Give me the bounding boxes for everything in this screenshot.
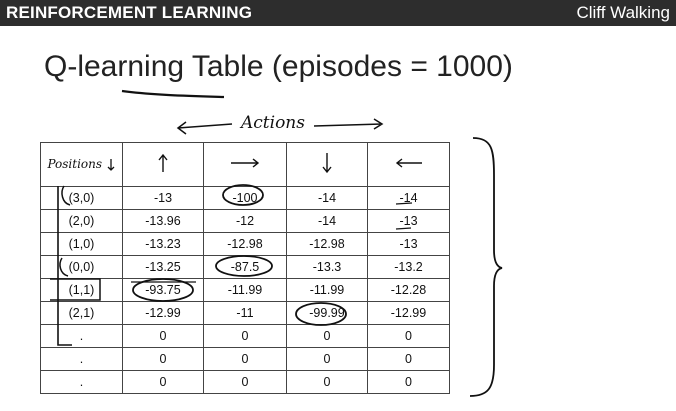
- action-header-down: [286, 142, 368, 187]
- top-bar: REINFORCEMENT LEARNING Cliff Walking: [0, 0, 676, 26]
- arrow-up-icon: [158, 153, 168, 172]
- position-cell: (0,0): [40, 255, 123, 279]
- table-row: . 0 0 0 0: [40, 370, 450, 394]
- q-value-cell: -87.5: [203, 255, 287, 279]
- q-value-cell: -13: [122, 186, 204, 210]
- q-value-cell: -14: [367, 186, 450, 210]
- actions-left-arrow: [176, 121, 233, 135]
- curly-brace: [469, 137, 503, 397]
- course-title: REINFORCEMENT LEARNING: [6, 3, 253, 22]
- action-header-right: [203, 142, 287, 187]
- table-row: (2,1) -12.99 -11 -99.99 -12.99: [40, 301, 450, 325]
- q-value-cell: -11.99: [203, 278, 287, 302]
- q-value-cell: 0: [122, 347, 204, 371]
- q-value-cell: -13.96: [122, 209, 204, 233]
- position-header-cell: Positions: [40, 142, 123, 187]
- q-value-cell: 0: [122, 370, 204, 394]
- q-value-cell: -11.99: [286, 278, 368, 302]
- q-value-cell: -13: [367, 209, 450, 233]
- q-value-cell: 0: [367, 370, 450, 394]
- table-row: (1,1) -93.75 -11.99 -11.99 -12.28: [40, 278, 450, 302]
- q-value-cell: -12.28: [367, 278, 450, 302]
- table-row: . 0 0 0 0: [40, 324, 450, 348]
- position-cell: (3,0): [40, 186, 123, 210]
- position-cell: .: [40, 370, 123, 394]
- title-underline: [121, 89, 225, 99]
- q-value-cell: -12.99: [122, 301, 204, 325]
- position-cell: (2,1): [40, 301, 123, 325]
- action-header-left: [367, 142, 450, 187]
- arrow-down-icon: [322, 153, 332, 174]
- position-cell: (1,1): [40, 278, 123, 302]
- q-value-cell: -14: [286, 209, 368, 233]
- table-header-row: Positions: [40, 142, 450, 187]
- q-value-cell: 0: [367, 347, 450, 371]
- table-row: (0,0) -13.25 -87.5 -13.3 -13.2: [40, 255, 450, 279]
- q-value-cell: -13: [367, 232, 450, 256]
- topic-title: Cliff Walking: [576, 3, 670, 22]
- q-value-cell: -12.99: [367, 301, 450, 325]
- q-value-cell: 0: [203, 324, 287, 348]
- q-value-cell: 0: [203, 370, 287, 394]
- q-value-cell: -100: [203, 186, 287, 210]
- q-value-cell: -99.99: [286, 301, 368, 325]
- q-value-cell: -14: [286, 186, 368, 210]
- arrow-left-icon: [395, 158, 422, 168]
- arrow-right-icon: [231, 158, 260, 168]
- q-value-cell: 0: [203, 347, 287, 371]
- q-value-cell: 0: [286, 370, 368, 394]
- actions-right-arrow: [313, 118, 384, 130]
- q-value-cell: 0: [286, 324, 368, 348]
- arrow-down-small-icon: [107, 158, 114, 171]
- q-value-cell: -13.23: [122, 232, 204, 256]
- q-value-cell: -13.2: [367, 255, 450, 279]
- q-value-cell: 0: [286, 347, 368, 371]
- position-cell: .: [40, 347, 123, 371]
- q-value-cell: -13.3: [286, 255, 368, 279]
- table-row: (1,0) -13.23 -12.98 -12.98 -13: [40, 232, 450, 256]
- q-value-cell: -93.75: [122, 278, 204, 302]
- table-row: (3,0) -13 -100 -14 -14: [40, 186, 450, 210]
- q-value-cell: -11: [203, 301, 287, 325]
- q-value-cell: 0: [122, 324, 204, 348]
- q-value-cell: -12.98: [203, 232, 287, 256]
- slide-title: Q-learning Table (episodes = 1000): [44, 50, 513, 83]
- position-cell: .: [40, 324, 123, 348]
- q-value-cell: -13.25: [122, 255, 204, 279]
- table-row: (2,0) -13.96 -12 -14 -13: [40, 209, 450, 233]
- q-table: Positions: [40, 142, 450, 394]
- table-row: . 0 0 0 0: [40, 347, 450, 371]
- q-value-cell: -12.98: [286, 232, 368, 256]
- position-header: Positions: [47, 157, 103, 172]
- position-cell: (1,0): [40, 232, 123, 256]
- q-value-cell: 0: [367, 324, 450, 348]
- actions-label: Actions: [241, 113, 305, 133]
- position-cell: (2,0): [40, 209, 123, 233]
- action-header-up: [122, 142, 204, 187]
- q-value-cell: -12: [203, 209, 287, 233]
